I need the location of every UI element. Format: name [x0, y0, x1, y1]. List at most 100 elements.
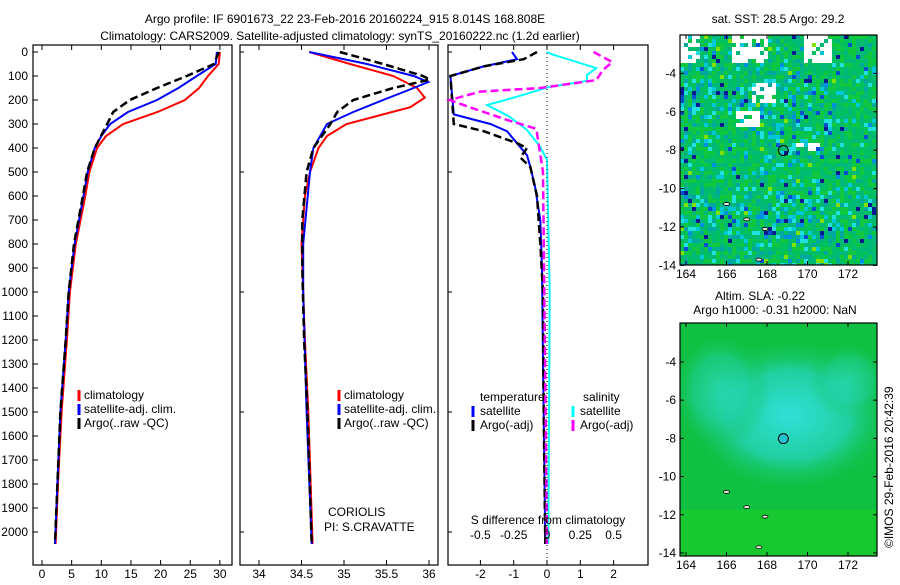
heatmap-cell [756, 183, 760, 187]
heatmap-cell [768, 67, 772, 71]
heatmap-cell [772, 163, 776, 167]
heatmap-cell [804, 231, 808, 235]
heatmap-cell [716, 83, 720, 87]
heatmap-cell [744, 247, 748, 251]
heatmap-cell [684, 231, 688, 235]
heatmap-cell [844, 67, 848, 71]
heatmap-cell [708, 207, 712, 211]
heatmap-cell [792, 163, 796, 167]
heatmap-cell [808, 95, 812, 99]
heatmap-cell [680, 175, 684, 179]
heatmap-cell [844, 199, 848, 203]
heatmap-cell [736, 91, 740, 95]
heatmap-cell [712, 243, 716, 247]
heatmap-cell [820, 63, 824, 67]
heatmap-cell [792, 51, 796, 55]
heatmap-cell [860, 215, 864, 219]
heatmap-cell [780, 59, 784, 63]
heatmap-cell [700, 195, 704, 199]
heatmap-cell [860, 87, 864, 91]
heatmap-cell [780, 247, 784, 251]
heatmap-cell [844, 147, 848, 151]
heatmap-cell [840, 207, 844, 211]
heatmap-cell [824, 235, 828, 239]
heatmap-cell [732, 179, 736, 183]
heatmap-cell [784, 247, 788, 251]
heatmap-cell [708, 263, 712, 265]
x-tick-label: 172 [838, 558, 858, 572]
heatmap-cell [680, 159, 684, 163]
heatmap-cell [852, 75, 856, 79]
heatmap-cell [740, 235, 744, 239]
heatmap-cell [792, 115, 796, 119]
heatmap-cell [700, 171, 704, 175]
heatmap-cell [800, 255, 804, 259]
heatmap-cell [776, 63, 780, 67]
heatmap-cell [732, 235, 736, 239]
heatmap-cell [688, 135, 692, 139]
heatmap-cell [688, 127, 692, 131]
heatmap-cell [756, 115, 760, 119]
heatmap-cell [824, 219, 828, 223]
heatmap-cell [832, 223, 836, 227]
heatmap-cell [796, 147, 800, 151]
heatmap-cell [824, 67, 828, 71]
heatmap-cell [776, 239, 780, 243]
heatmap-cell [792, 243, 796, 247]
heatmap-cell [740, 55, 744, 59]
heatmap-cell [844, 159, 848, 163]
heatmap-cell [808, 47, 812, 51]
heatmap-cell [768, 123, 772, 127]
x2-axis-label: S difference from climatology [471, 513, 626, 527]
heatmap-cell [720, 75, 724, 79]
heatmap-cell [808, 151, 812, 155]
heatmap-cell [744, 187, 748, 191]
heatmap-cell [852, 79, 856, 83]
x-tick-label: 34.5 [290, 567, 314, 580]
heatmap-cell [856, 91, 860, 95]
island [761, 227, 769, 231]
heatmap-cell [808, 259, 812, 263]
heatmap-cell [700, 67, 704, 71]
heatmap-cell [788, 131, 792, 135]
heatmap-cell [808, 127, 812, 131]
heatmap-cell [736, 187, 740, 191]
heatmap-cell [692, 83, 696, 87]
heatmap-cell [852, 123, 856, 127]
x2-tick-label: 0.5 [605, 528, 622, 542]
heatmap-cell [680, 259, 684, 263]
heatmap-cell [768, 207, 772, 211]
heatmap-cell [796, 139, 800, 143]
heatmap-cell [732, 135, 736, 139]
heatmap-cell [796, 75, 800, 79]
heatmap-cell [864, 179, 868, 183]
heatmap-cell [796, 127, 800, 131]
heatmap-cell [840, 119, 844, 123]
heatmap-cell [820, 167, 824, 171]
heatmap-cell [744, 95, 748, 99]
heatmap-cell [820, 91, 824, 95]
heatmap-cell [836, 103, 840, 107]
heatmap-cell [796, 247, 800, 251]
heatmap-cell [816, 39, 820, 43]
heatmap-cell [768, 75, 772, 79]
heatmap-cell [752, 227, 756, 231]
heatmap-cell [872, 91, 876, 95]
y-tick-label: -14 [659, 546, 677, 560]
heatmap-cell [680, 195, 684, 199]
heatmap-cell [872, 191, 876, 195]
heatmap-cell [704, 155, 708, 159]
heatmap-cell [736, 135, 740, 139]
heatmap-cell [808, 123, 812, 127]
heatmap-cell [824, 131, 828, 135]
heatmap-cell [684, 55, 688, 59]
heatmap-cell [812, 103, 816, 107]
heatmap-cell [736, 127, 740, 131]
heatmap-cell [860, 127, 864, 131]
heatmap-cell [688, 131, 692, 135]
heatmap-cell [720, 207, 724, 211]
heatmap-cell [812, 127, 816, 131]
heatmap-cell [800, 263, 804, 265]
heatmap-cell [720, 199, 724, 203]
heatmap-cell [836, 75, 840, 79]
